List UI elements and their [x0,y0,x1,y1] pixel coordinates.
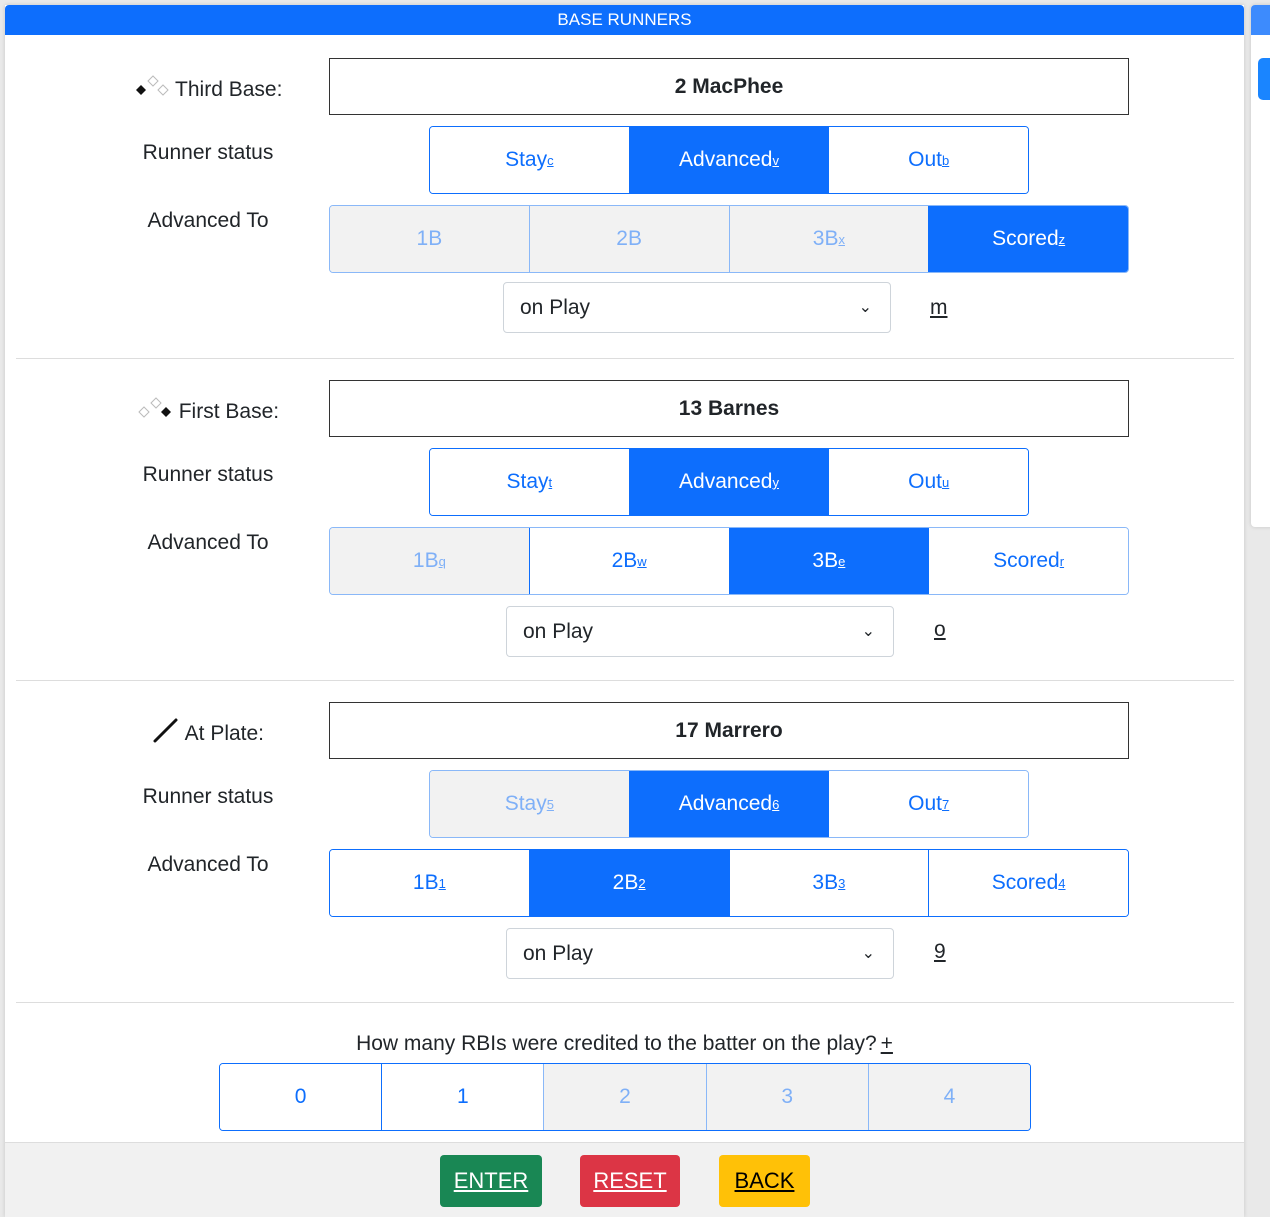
player-name: 13 Barnes [329,380,1129,437]
hotkey-hint: 3 [838,875,846,891]
runner-status-group: Stay c Advanced v Out b [429,126,1029,194]
option-button-2b[interactable]: 2B [528,206,729,272]
hotkey-hint: 4 [1058,875,1066,891]
runner-section: At Plate: 17 Marrero Runner status Advanced… [5,702,1244,1025]
hotkey-hint: e [838,553,846,569]
option-button-1b[interactable]: 1B [330,206,529,272]
hotkey-hint: c [547,152,554,168]
side-panel-button[interactable] [1258,58,1270,100]
section-divider [16,1002,1234,1003]
option-button-3b[interactable]: 3B e [728,528,929,594]
hotkey-hint: u [941,474,950,490]
runner-status-group: Stay 5 Advanced 6 Out 7 [429,770,1029,838]
option-button-out[interactable]: Out b [828,127,1028,193]
advanced-to-group: 1B 2B 3B x Scored z [329,205,1129,273]
runner-status-label: Runner status [142,785,274,808]
hotkey-hint: w [637,553,647,569]
base-runners-panel: BASE RUNNERS Third Base: 2 MacPhee Runner … [5,5,1244,1217]
option-button-scored[interactable]: Scored z [928,206,1128,272]
hotkey-hint: 5 [546,796,554,812]
option-button-advanced[interactable]: Advanced y [628,449,829,515]
option-button-2[interactable]: 2 [543,1064,706,1130]
runner-position-label: First Base: [78,394,338,428]
option-button-stay[interactable]: Stay 5 [430,771,629,837]
reset-button[interactable]: RESET [580,1155,680,1207]
option-button-2b[interactable]: 2B w [528,528,729,594]
play-select[interactable]: on Play ⌄ [506,928,894,979]
hotkey-hint: y [772,474,779,490]
section-divider [16,358,1234,359]
player-name: 2 MacPhee [329,58,1129,115]
enter-button[interactable]: ENTER [440,1155,542,1207]
hotkey-hint: r [1059,553,1065,569]
play-hotkey[interactable]: o [934,618,946,641]
back-button[interactable]: BACK [719,1155,810,1207]
rbi-question: How many RBIs were credited to the batte… [356,1032,893,1055]
option-button-out[interactable]: Out 7 [828,771,1028,837]
runner-status-label: Runner status [142,141,274,164]
option-button-3b[interactable]: 3B 3 [728,850,929,916]
option-button-1[interactable]: 1 [381,1064,544,1130]
section-divider [16,680,1234,681]
base-diamond-first-icon [137,394,173,428]
option-button-3b[interactable]: 3B x [728,206,929,272]
option-button-scored[interactable]: Scored 4 [928,850,1128,916]
option-button-0[interactable]: 0 [220,1064,382,1130]
hotkey-hint: q [438,553,446,569]
option-button-1b[interactable]: 1B q [330,528,529,594]
bat-icon [152,716,180,750]
option-button-3[interactable]: 3 [705,1064,868,1130]
advanced-to-label: Advanced To [147,853,269,876]
play-hotkey[interactable]: m [930,296,948,319]
hotkey-hint: t [548,474,553,490]
rbi-hotkey: + [880,1032,893,1055]
hotkey-hint: 6 [772,796,780,812]
option-button-scored[interactable]: Scored r [928,528,1128,594]
option-button-advanced[interactable]: Advanced 6 [628,771,829,837]
runner-section: First Base: 13 Barnes Runner status Advance… [5,380,1244,703]
option-button-1b[interactable]: 1B 1 [330,850,529,916]
play-hotkey[interactable]: 9 [934,940,946,963]
option-button-out[interactable]: Out u [828,449,1028,515]
chevron-down-icon: ⌄ [861,623,875,640]
panel-title: BASE RUNNERS [5,5,1244,35]
option-button-advanced[interactable]: Advanced v [628,127,829,193]
hotkey-hint: 7 [941,796,950,812]
advanced-to-group: 1B q 2B w 3B e Scored r [329,527,1129,595]
option-button-2b[interactable]: 2B 2 [528,850,729,916]
play-select[interactable]: on Play ⌄ [503,282,891,333]
side-panel [1251,5,1270,527]
hotkey-hint: b [941,152,950,168]
hotkey-hint: 1 [438,875,446,891]
base-diamond-third-icon [134,72,170,106]
side-panel-header [1251,5,1270,35]
runner-status-label: Runner status [142,463,274,486]
runner-position-label: At Plate: [78,716,338,750]
runner-position-label: Third Base: [78,72,338,106]
hotkey-hint: 2 [638,875,646,891]
play-select[interactable]: on Play ⌄ [506,606,894,657]
runner-section: Third Base: 2 MacPhee Runner status Advance… [5,58,1244,381]
advanced-to-label: Advanced To [147,209,269,232]
option-button-4[interactable]: 4 [867,1064,1030,1130]
advanced-to-group: 1B 1 2B 2 3B 3 Scored 4 [329,849,1129,917]
hotkey-hint: v [772,152,779,168]
chevron-down-icon: ⌄ [858,299,872,316]
runner-status-group: Stay t Advanced y Out u [429,448,1029,516]
hotkey-hint: x [838,231,845,247]
chevron-down-icon: ⌄ [861,945,875,962]
player-name: 17 Marrero [329,702,1129,759]
advanced-to-label: Advanced To [147,531,269,554]
footer: ENTER RESET BACK [5,1142,1244,1217]
hotkey-hint: z [1058,231,1066,247]
option-button-stay[interactable]: Stay c [430,127,629,193]
option-button-stay[interactable]: Stay t [430,449,629,515]
